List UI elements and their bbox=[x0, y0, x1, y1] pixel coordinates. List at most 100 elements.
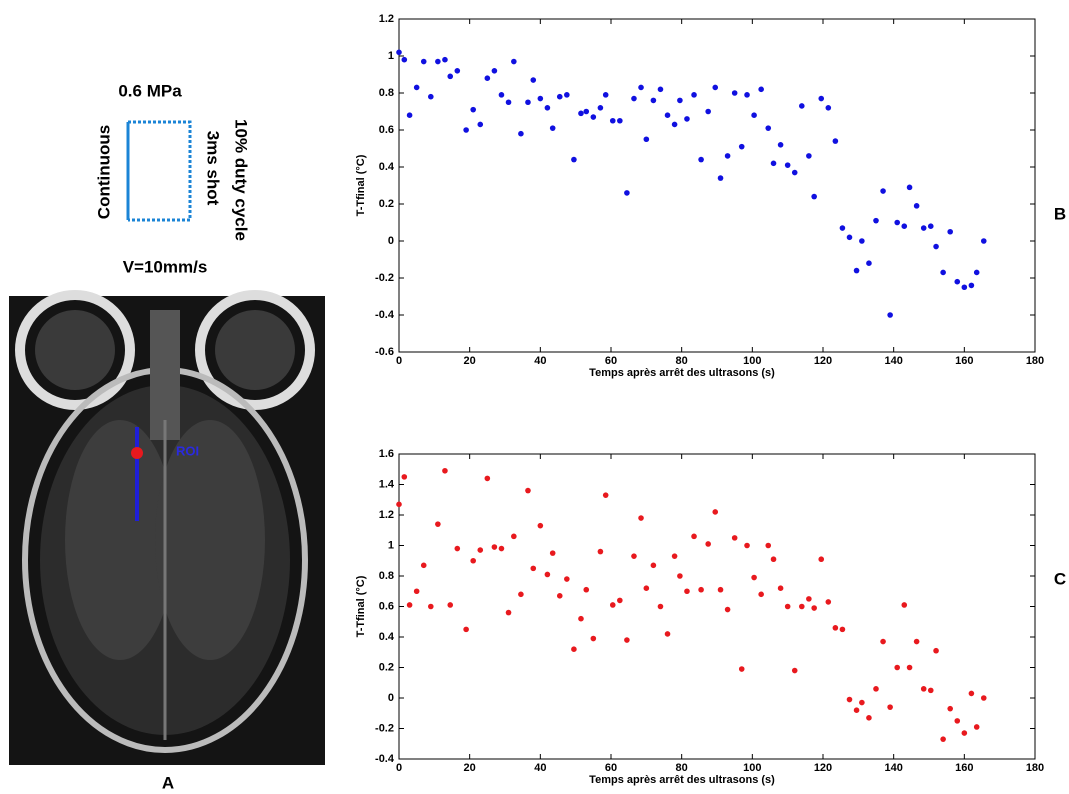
data-point bbox=[818, 556, 825, 563]
y-tick-label: 0.8 bbox=[379, 570, 394, 582]
shot-label: 3ms shot bbox=[204, 131, 223, 206]
data-point bbox=[537, 522, 544, 529]
data-point bbox=[413, 84, 420, 91]
y-tick-label: 1.6 bbox=[379, 448, 394, 460]
data-point bbox=[832, 625, 839, 631]
data-point bbox=[505, 609, 512, 616]
x-tick-label: 60 bbox=[605, 355, 617, 367]
x-tick-label: 80 bbox=[676, 355, 688, 367]
data-point bbox=[758, 86, 764, 93]
data-point bbox=[401, 474, 408, 480]
data-point bbox=[484, 475, 491, 482]
data-point bbox=[406, 112, 413, 118]
data-point bbox=[657, 86, 664, 93]
data-point bbox=[454, 545, 461, 552]
data-point bbox=[511, 533, 517, 540]
mri-image bbox=[9, 290, 325, 765]
data-point bbox=[484, 75, 491, 81]
data-point bbox=[731, 90, 738, 96]
data-point bbox=[846, 234, 853, 241]
data-point bbox=[664, 631, 671, 637]
data-point bbox=[806, 153, 812, 159]
data-point bbox=[887, 312, 893, 318]
x-tick-label: 40 bbox=[534, 762, 546, 774]
data-point bbox=[712, 509, 719, 515]
plot-frame bbox=[398, 18, 1036, 353]
data-point bbox=[396, 501, 402, 508]
data-point bbox=[853, 267, 860, 274]
data-point bbox=[631, 553, 637, 559]
data-point bbox=[435, 521, 441, 527]
x-tick-label: 0 bbox=[396, 355, 402, 367]
y-tick-label: 0.8 bbox=[379, 87, 394, 99]
data-point bbox=[525, 487, 531, 494]
y-tick-label: -0.4 bbox=[375, 753, 395, 765]
data-point bbox=[677, 573, 683, 579]
data-point bbox=[664, 112, 671, 118]
data-point bbox=[859, 699, 865, 706]
y-tick-label: 1 bbox=[388, 539, 394, 551]
x-tick-label: 140 bbox=[884, 355, 902, 367]
x-tick-label: 40 bbox=[534, 355, 546, 367]
data-point bbox=[544, 571, 551, 578]
data-point bbox=[791, 169, 798, 176]
x-tick-label: 120 bbox=[814, 355, 832, 367]
data-point bbox=[498, 545, 505, 552]
data-point bbox=[671, 553, 678, 559]
duty-label: 10% duty cycle bbox=[232, 119, 251, 241]
x-tick-label: 20 bbox=[464, 762, 476, 774]
y-tick-label: 1.2 bbox=[379, 509, 394, 521]
data-point bbox=[947, 228, 953, 235]
data-point bbox=[564, 576, 570, 582]
data-point bbox=[770, 160, 777, 167]
data-point bbox=[609, 117, 616, 124]
data-point bbox=[811, 193, 817, 200]
data-point bbox=[744, 92, 750, 98]
data-point bbox=[578, 110, 584, 117]
y-tick-label: 0.6 bbox=[379, 600, 394, 612]
data-point bbox=[530, 565, 537, 572]
data-point bbox=[442, 56, 448, 63]
data-point bbox=[846, 696, 853, 703]
data-point bbox=[447, 73, 454, 80]
data-point bbox=[597, 548, 604, 555]
data-point bbox=[866, 260, 872, 267]
data-point bbox=[705, 541, 711, 547]
data-point bbox=[791, 667, 798, 674]
data-point bbox=[691, 92, 697, 98]
data-point bbox=[825, 105, 832, 111]
data-point bbox=[643, 585, 650, 591]
data-point bbox=[442, 467, 448, 474]
data-point bbox=[511, 58, 517, 65]
data-point bbox=[454, 68, 461, 74]
data-point bbox=[712, 84, 719, 91]
y-tick-label: 0 bbox=[388, 235, 394, 247]
data-point bbox=[549, 550, 556, 556]
data-point bbox=[859, 238, 865, 244]
data-point bbox=[927, 687, 934, 694]
data-point bbox=[765, 125, 772, 131]
data-point bbox=[968, 690, 975, 697]
data-point bbox=[463, 127, 469, 133]
plot-frame bbox=[398, 453, 1036, 760]
data-point bbox=[491, 68, 498, 74]
data-point bbox=[583, 108, 590, 115]
data-point bbox=[920, 686, 927, 692]
data-point bbox=[590, 114, 597, 120]
data-point bbox=[544, 105, 551, 111]
data-point bbox=[638, 515, 644, 521]
data-point bbox=[880, 188, 886, 194]
data-point bbox=[784, 162, 791, 168]
data-point bbox=[413, 588, 420, 595]
x-tick-label: 100 bbox=[743, 762, 761, 774]
data-point bbox=[913, 638, 920, 645]
data-point bbox=[401, 56, 408, 63]
data-point bbox=[751, 574, 757, 581]
data-point bbox=[537, 95, 544, 102]
data-point bbox=[470, 106, 477, 113]
data-point bbox=[940, 269, 946, 276]
y-tick-label: 1 bbox=[388, 50, 394, 62]
data-point bbox=[744, 542, 750, 549]
data-point bbox=[832, 138, 839, 144]
